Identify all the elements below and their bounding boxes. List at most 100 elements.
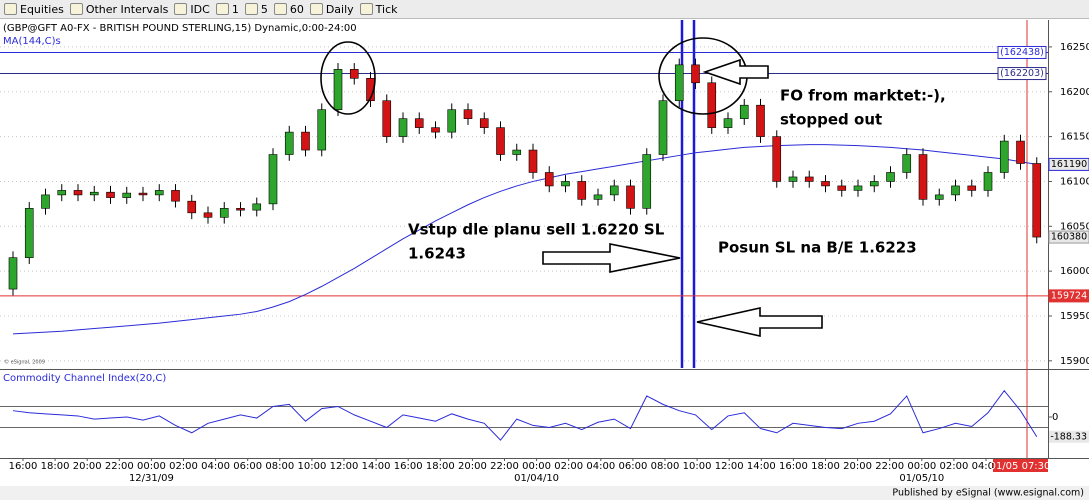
- date-label: 01/04/10: [514, 473, 559, 484]
- x-tick-label: 06:00: [233, 461, 262, 472]
- candle-body: [886, 172, 895, 182]
- x-tick-label: 20:00: [458, 461, 487, 472]
- level-label: 161190: [1051, 159, 1087, 170]
- candle-body: [447, 109, 457, 133]
- x-tick-label: 22:00: [105, 461, 134, 472]
- candle-body: [642, 154, 652, 209]
- arrow: [696, 307, 823, 337]
- candle-body: [89, 191, 99, 196]
- candle-body: [187, 200, 197, 214]
- candle-body: [577, 181, 587, 200]
- chart-title: (GBP@GFT A0-FX - BRITISH POUND STERLING,…: [3, 23, 357, 34]
- highlight-circle: [320, 41, 376, 115]
- toolbar-button[interactable]: Equities: [4, 3, 64, 16]
- date-label: 12/31/09: [129, 473, 174, 484]
- button-label: Daily: [325, 2, 354, 16]
- current-time-box: [993, 459, 1048, 472]
- candle-body: [544, 172, 554, 187]
- candle-body: [252, 203, 262, 211]
- footer-bar: [0, 486, 1089, 500]
- candle-body: [902, 154, 912, 173]
- toolbar-button[interactable]: Tick: [359, 2, 398, 16]
- x-tick-label: 04:00: [586, 461, 615, 472]
- y-tick-label: 162000: [1060, 87, 1089, 98]
- x-tick-label: 00:00: [137, 461, 166, 472]
- current-time: 01/05 07:30: [990, 461, 1051, 472]
- candle-body: [496, 127, 505, 155]
- candle-body: [1016, 140, 1025, 164]
- copyright: © eSignal, 2009: [4, 359, 45, 366]
- toolbar-button[interactable]: Daily: [309, 2, 354, 16]
- candle-body: [512, 149, 522, 155]
- arrow: [542, 243, 681, 273]
- candle-body: [999, 140, 1009, 173]
- y-tick-label: 159000: [1060, 356, 1089, 367]
- x-tick-label: 14:00: [747, 461, 776, 472]
- candle-body: [284, 131, 294, 155]
- button-label: Equities: [20, 2, 64, 16]
- candle-body: [333, 69, 343, 110]
- toolbar-button[interactable]: 60: [273, 3, 304, 16]
- candle-body: [739, 104, 749, 119]
- candle-body: [24, 208, 34, 258]
- y-tick-label: 159500: [1060, 311, 1089, 322]
- x-tick-label: 02:00: [939, 461, 968, 472]
- last-value-label: -188.33: [1050, 431, 1087, 442]
- y-tick-label: 161500: [1060, 132, 1089, 143]
- candle-body: [463, 109, 473, 119]
- candle-body: [707, 82, 717, 128]
- level-label-box: [997, 67, 1047, 81]
- x-tick-label: 00:00: [907, 461, 936, 472]
- level-label: (162438): [1000, 47, 1044, 58]
- candle-body: [398, 118, 408, 137]
- x-tick-label: 04:00: [201, 461, 230, 472]
- last-value-box: [1049, 430, 1089, 443]
- annotation: stopped out: [780, 111, 882, 129]
- footer: Published by eSignal (www.esignal.com): [892, 488, 1084, 499]
- y-tick-label: 162500: [1060, 42, 1089, 53]
- x-tick-label: 06:00: [618, 461, 647, 472]
- x-tick-label: 08:00: [651, 461, 680, 472]
- candle-body: [382, 100, 392, 137]
- level-label: 160380: [1051, 232, 1087, 243]
- x-tick-label: 12:00: [330, 461, 359, 472]
- x-tick-label: 00:00: [522, 461, 551, 472]
- candle-body: [138, 192, 148, 196]
- candle-body: [691, 64, 700, 84]
- y-tick-label: 161000: [1060, 176, 1089, 187]
- candle-body: [414, 118, 424, 128]
- x-tick-label: 20:00: [843, 461, 872, 472]
- candle-body: [317, 109, 327, 151]
- x-tick-label: 18:00: [811, 461, 840, 472]
- candle-body: [788, 176, 798, 182]
- toolbar-button[interactable]: 1: [215, 2, 239, 16]
- candle-body: [154, 190, 164, 196]
- button-label: 1: [231, 2, 239, 16]
- candle-body: [349, 69, 359, 79]
- annotation: Posun SL na B/E 1.6223: [718, 239, 917, 257]
- candle-body: [236, 208, 245, 211]
- icon: [69, 3, 83, 15]
- candle-body: [951, 185, 960, 196]
- candle-body: [934, 194, 944, 200]
- button-label: Other Intervals: [85, 2, 169, 16]
- candle-body: [723, 118, 733, 128]
- candle-body: [301, 131, 310, 151]
- candle-body: [561, 181, 570, 187]
- toolbar-button[interactable]: Other Intervals: [69, 2, 169, 16]
- y-tick-label: 160500: [1060, 221, 1089, 232]
- button-label: Tick: [375, 2, 398, 16]
- candle-body: [821, 181, 830, 187]
- candle-body: [57, 190, 67, 196]
- candle-body: [626, 185, 635, 209]
- x-tick-label: 20:00: [73, 461, 102, 472]
- x-tick-label: 12:00: [715, 461, 744, 472]
- toolbar-button[interactable]: 5: [244, 3, 268, 16]
- x-tick-label: 10:00: [683, 461, 712, 472]
- toolbar-button[interactable]: IDC: [174, 3, 210, 16]
- candle-body: [804, 176, 814, 182]
- candle-body: [1032, 163, 1042, 238]
- x-tick-label: 22:00: [875, 461, 904, 472]
- candle-body: [918, 154, 928, 200]
